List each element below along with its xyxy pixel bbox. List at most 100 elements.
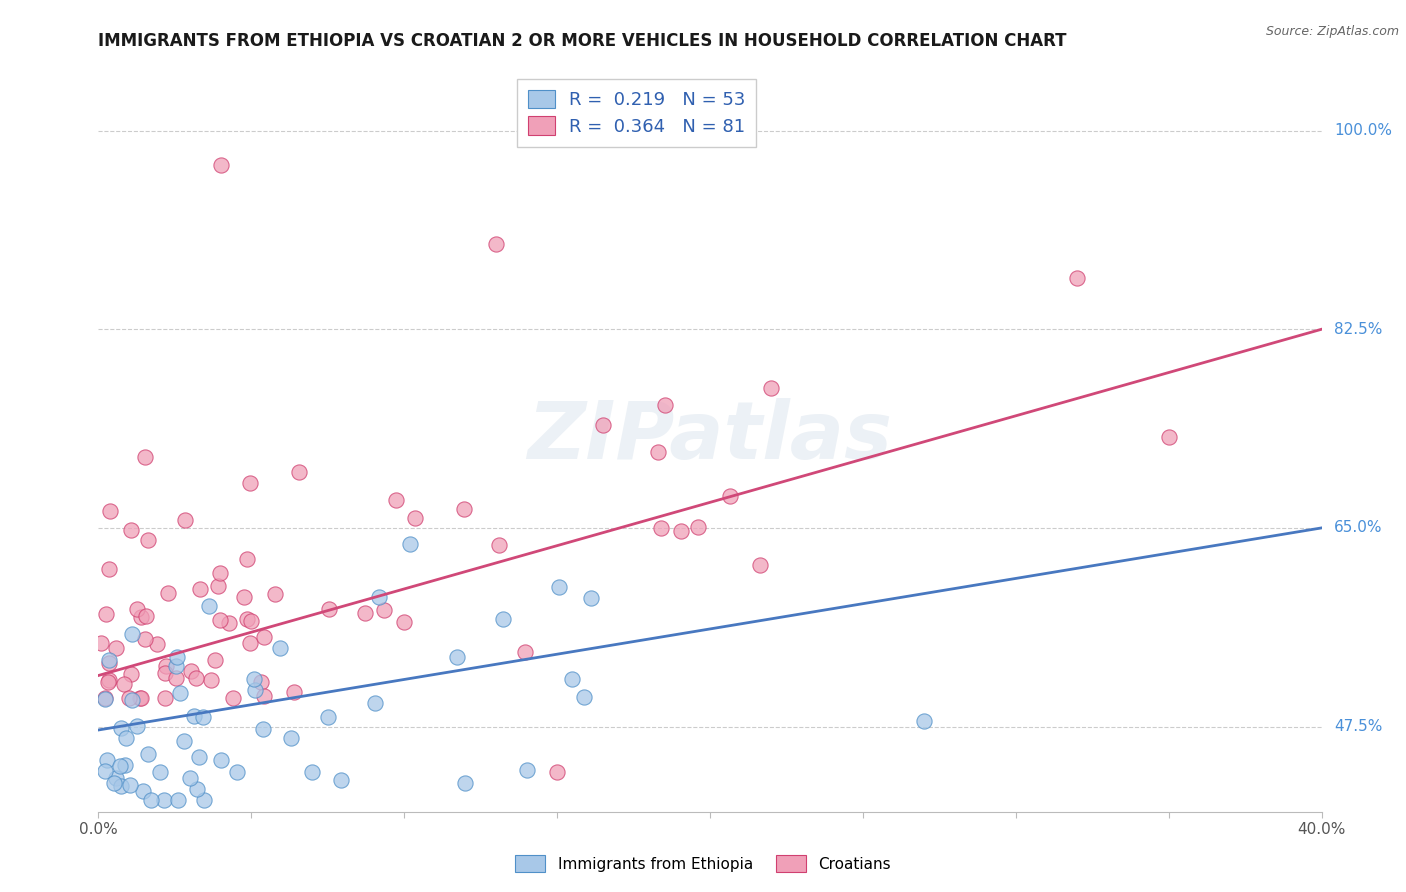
- Text: Source: ZipAtlas.com: Source: ZipAtlas.com: [1265, 25, 1399, 38]
- Point: [136, 533, 159, 548]
- Point: [749, 558, 772, 573]
- Point: [132, 783, 155, 797]
- Point: [103, 776, 125, 790]
- Point: [218, 615, 240, 630]
- Point: [173, 734, 195, 748]
- Point: [155, 666, 177, 681]
- Point: [579, 591, 602, 606]
- Point: [546, 764, 568, 779]
- Point: [97, 656, 120, 670]
- Point: [166, 650, 188, 665]
- Point: [134, 450, 156, 464]
- Point: [650, 521, 672, 535]
- Point: [243, 672, 266, 686]
- Point: [329, 772, 352, 787]
- Point: [759, 381, 782, 395]
- Point: [239, 475, 262, 490]
- Point: [453, 502, 475, 516]
- Point: [280, 731, 302, 746]
- Text: ZIPatlas: ZIPatlas: [527, 398, 893, 476]
- Point: [93, 764, 115, 778]
- Point: [269, 641, 291, 656]
- Point: [354, 606, 377, 620]
- Point: [120, 667, 142, 681]
- Point: [263, 587, 285, 601]
- Point: [193, 793, 215, 807]
- Point: [654, 398, 676, 412]
- Point: [110, 780, 132, 794]
- Point: [283, 684, 305, 698]
- Point: [513, 645, 536, 659]
- Point: [198, 599, 221, 613]
- Point: [97, 562, 120, 576]
- Point: [485, 237, 508, 252]
- Point: [209, 566, 232, 580]
- Point: [188, 582, 211, 596]
- Point: [114, 731, 136, 746]
- Point: [179, 771, 201, 785]
- Point: [125, 719, 148, 733]
- Point: [240, 615, 263, 629]
- Point: [204, 653, 226, 667]
- Point: [155, 659, 177, 673]
- Point: [90, 636, 112, 650]
- Point: [131, 691, 153, 706]
- Point: [108, 759, 131, 773]
- Point: [98, 504, 121, 518]
- Point: [592, 417, 614, 432]
- Text: 47.5%: 47.5%: [1334, 719, 1382, 734]
- Point: [249, 674, 271, 689]
- Point: [135, 609, 157, 624]
- Point: [718, 490, 741, 504]
- Point: [301, 764, 323, 779]
- Point: [157, 586, 180, 600]
- Point: [207, 579, 229, 593]
- Point: [94, 607, 117, 621]
- Point: [239, 636, 262, 650]
- Point: [131, 609, 153, 624]
- Point: [1157, 430, 1180, 444]
- Point: [165, 659, 187, 673]
- Point: [316, 710, 339, 724]
- Point: [232, 591, 254, 605]
- Point: [97, 675, 120, 690]
- Point: [97, 673, 120, 688]
- Point: [647, 445, 669, 459]
- Point: [488, 538, 510, 552]
- Point: [209, 613, 232, 627]
- Point: [288, 465, 311, 479]
- Point: [188, 749, 211, 764]
- Point: [105, 641, 128, 656]
- Text: 65.0%: 65.0%: [1334, 520, 1382, 535]
- Point: [184, 671, 207, 685]
- Text: 82.5%: 82.5%: [1334, 322, 1382, 336]
- Point: [548, 580, 571, 594]
- Point: [385, 493, 408, 508]
- Legend: Immigrants from Ethiopia, Croatians: Immigrants from Ethiopia, Croatians: [509, 848, 897, 879]
- Point: [669, 524, 692, 538]
- Point: [561, 672, 583, 686]
- Point: [97, 653, 120, 667]
- Point: [446, 649, 468, 664]
- Point: [200, 673, 222, 687]
- Point: [118, 691, 141, 706]
- Text: 100.0%: 100.0%: [1334, 123, 1392, 138]
- Legend: R =  0.219   N = 53, R =  0.364   N = 81: R = 0.219 N = 53, R = 0.364 N = 81: [517, 79, 756, 146]
- Point: [96, 753, 118, 767]
- Point: [149, 764, 172, 779]
- Point: [253, 689, 276, 703]
- Point: [492, 612, 515, 626]
- Point: [110, 721, 132, 735]
- Point: [134, 632, 156, 646]
- Point: [222, 691, 245, 706]
- Point: [129, 691, 152, 706]
- Point: [118, 778, 141, 792]
- Point: [174, 513, 197, 527]
- Point: [688, 520, 710, 534]
- Point: [121, 693, 143, 707]
- Point: [166, 671, 188, 685]
- Point: [169, 686, 191, 700]
- Point: [121, 627, 143, 641]
- Point: [153, 691, 176, 706]
- Point: [235, 612, 257, 626]
